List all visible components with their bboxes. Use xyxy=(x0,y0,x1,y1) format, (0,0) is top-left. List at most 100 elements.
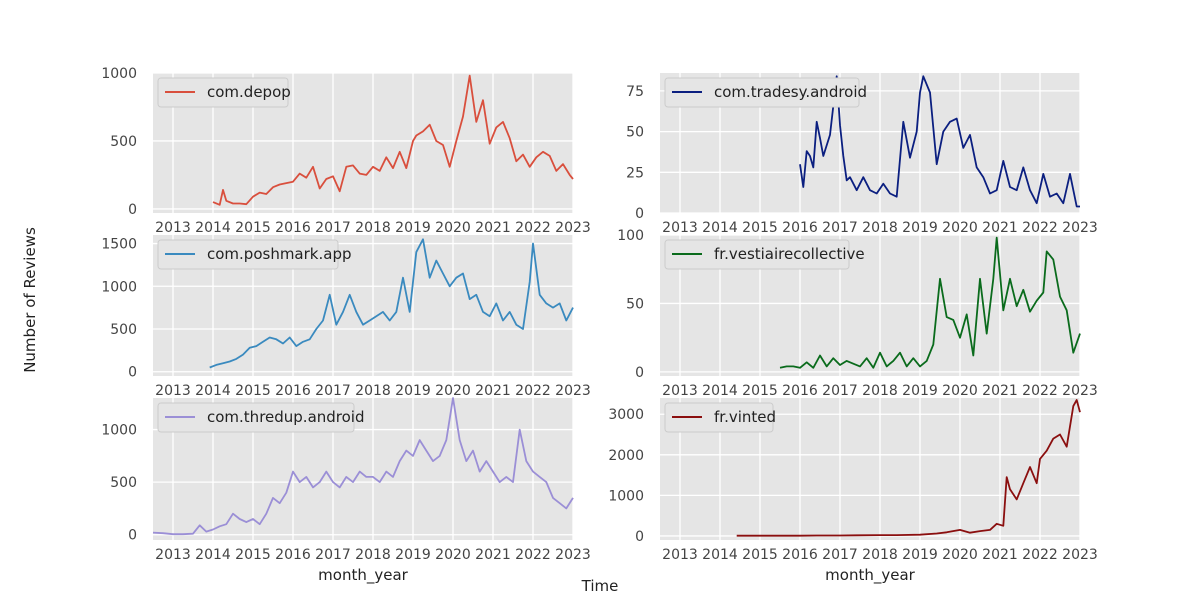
x-tick-label: 2013 xyxy=(155,383,191,399)
x-tick-label: 2023 xyxy=(555,383,591,399)
x-tick-label: 2021 xyxy=(982,383,1018,399)
x-tick-label: 2023 xyxy=(1062,547,1098,563)
x-tick-label: 2016 xyxy=(782,383,818,399)
x-tick-label: 2022 xyxy=(1022,383,1058,399)
x-tick-label: 2013 xyxy=(662,220,698,236)
x-tick-label: 2016 xyxy=(782,547,818,563)
x-tick-label: 2022 xyxy=(1022,547,1058,563)
x-tick-label: 2021 xyxy=(475,383,511,399)
y-tick-label: 0 xyxy=(128,365,137,381)
x-tick-label: 2020 xyxy=(942,383,978,399)
series-line xyxy=(209,238,574,369)
x-tick-label: 2021 xyxy=(982,220,1018,236)
x-tick-label: 2020 xyxy=(435,220,471,236)
x-tick-label: 2014 xyxy=(195,547,231,563)
y-tick-label: 1000 xyxy=(101,423,137,439)
x-tick-label: 2021 xyxy=(475,220,511,236)
x-tick-label: 2017 xyxy=(315,547,351,563)
x-axis-label: month_year xyxy=(825,566,915,585)
x-tick-label: 2017 xyxy=(822,220,858,236)
x-tick-label: 2016 xyxy=(782,220,818,236)
y-tick-label: 0 xyxy=(128,528,137,544)
chart-panel-2: 2013 2014 2015 2016 2017 2018 2019 2020 2021 2022… xyxy=(626,73,1098,236)
series-line xyxy=(799,75,1080,208)
y-tick-label: 2000 xyxy=(608,448,644,464)
x-tick-label: 2013 xyxy=(155,547,191,563)
x-tick-label: 2023 xyxy=(555,547,591,563)
x-tick-label: 2022 xyxy=(515,547,551,563)
x-tick-label: 2022 xyxy=(515,220,551,236)
x-tick-label: 2014 xyxy=(702,547,738,563)
chart-panel-3: 2013 2014 2015 2016 2017 2018 2019 2020 2021 2022… xyxy=(101,235,591,399)
x-tick-label: 2019 xyxy=(902,220,938,236)
x-tick-label: 2018 xyxy=(355,383,391,399)
legend-label: com.depop xyxy=(207,83,291,101)
x-tick-label: 2019 xyxy=(395,220,431,236)
x-tick-label: 2019 xyxy=(902,383,938,399)
x-tick-label: 2020 xyxy=(435,383,471,399)
x-tick-label: 2014 xyxy=(702,220,738,236)
x-tick-label: 2018 xyxy=(355,220,391,236)
series-line xyxy=(152,397,574,536)
x-tick-label: 2014 xyxy=(195,220,231,236)
y-tick-label: 25 xyxy=(626,165,644,181)
legend-label: fr.vestiairecollective xyxy=(714,245,865,263)
figure-y-label: Number of Reviews xyxy=(21,227,39,373)
y-tick-label: 1500 xyxy=(101,237,137,253)
legend-label: fr.vinted xyxy=(714,408,776,426)
x-tick-label: 2015 xyxy=(235,220,271,236)
y-tick-label: 500 xyxy=(110,322,137,338)
x-tick-label: 2014 xyxy=(702,383,738,399)
legend-label: com.poshmark.app xyxy=(207,245,352,263)
x-tick-label: 2023 xyxy=(555,220,591,236)
y-tick-label: 0 xyxy=(635,206,644,222)
x-tick-label: 2017 xyxy=(822,383,858,399)
series-line xyxy=(779,236,1081,369)
x-tick-label: 2016 xyxy=(275,383,311,399)
legend-label: com.tradesy.android xyxy=(714,83,867,101)
x-tick-label: 2015 xyxy=(742,383,778,399)
y-tick-label: 1000 xyxy=(101,279,137,295)
x-tick-label: 2020 xyxy=(942,220,978,236)
x-tick-label: 2013 xyxy=(662,383,698,399)
x-tick-label: 2023 xyxy=(1062,220,1098,236)
x-tick-label: 2020 xyxy=(942,547,978,563)
x-tick-label: 2019 xyxy=(902,547,938,563)
x-tick-label: 2013 xyxy=(155,220,191,236)
y-tick-label: 75 xyxy=(626,84,644,100)
x-tick-label: 2016 xyxy=(275,547,311,563)
legend-label: com.thredup.android xyxy=(207,408,365,426)
x-tick-label: 2016 xyxy=(275,220,311,236)
x-tick-label: 2019 xyxy=(395,383,431,399)
legend-box xyxy=(157,239,339,270)
x-tick-label: 2013 xyxy=(662,547,698,563)
series-line xyxy=(736,399,1081,537)
x-tick-label: 2015 xyxy=(742,547,778,563)
x-tick-label: 2015 xyxy=(235,547,271,563)
x-axis-label: month_year xyxy=(318,566,408,585)
x-tick-label: 2020 xyxy=(435,547,471,563)
x-tick-label: 2021 xyxy=(475,547,511,563)
y-tick-label: 1000 xyxy=(608,488,644,504)
y-tick-label: 0 xyxy=(635,529,644,545)
x-tick-label: 2017 xyxy=(315,383,351,399)
legend-box xyxy=(157,402,355,433)
x-tick-label: 2019 xyxy=(395,547,431,563)
chart-panel-5: 2013 2014 2015 2016 2017 2018 2019 2020 2021 2022… xyxy=(101,397,591,585)
series-line xyxy=(212,74,574,206)
chart-panel-6: 2013 2014 2015 2016 2017 2018 2019 2020 2021 2022… xyxy=(608,398,1098,585)
x-tick-label: 2018 xyxy=(355,547,391,563)
legend-box xyxy=(664,239,850,270)
y-tick-label: 500 xyxy=(110,475,137,491)
legend-box xyxy=(664,402,774,433)
x-tick-label: 2015 xyxy=(235,383,271,399)
y-tick-label: 100 xyxy=(617,228,644,244)
x-tick-label: 2018 xyxy=(862,383,898,399)
y-tick-label: 50 xyxy=(626,296,644,312)
y-tick-label: 0 xyxy=(128,202,137,218)
x-tick-label: 2017 xyxy=(822,547,858,563)
y-tick-label: 500 xyxy=(110,134,137,150)
legend-box xyxy=(157,77,289,108)
y-tick-label: 0 xyxy=(635,365,644,381)
x-tick-label: 2015 xyxy=(742,220,778,236)
